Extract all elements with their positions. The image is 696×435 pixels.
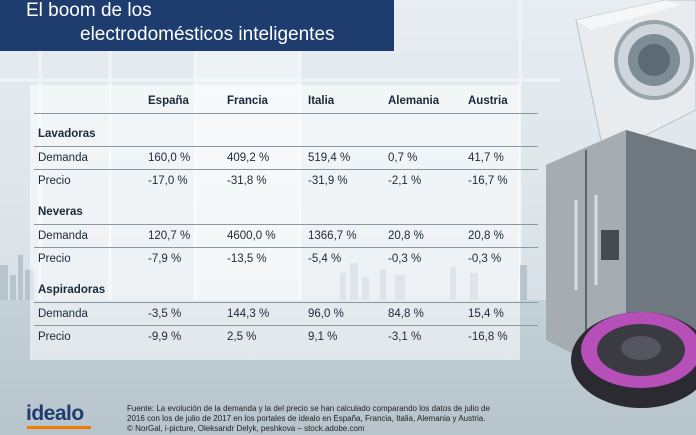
row-label: Demanda — [34, 146, 148, 170]
table-cell: -13,5 % — [227, 253, 267, 265]
table-cell: -0,3 % — [468, 253, 502, 265]
table-cell: 519,4 % — [308, 146, 388, 170]
table-cell: -31,8 % — [227, 175, 267, 187]
column-header: Austria — [468, 89, 538, 114]
row-label: Precio — [38, 253, 71, 265]
table-cell: 9,1 % — [308, 331, 338, 343]
title-line-2: electrodomésticos inteligentes — [80, 24, 335, 45]
table-cell: -0,3 % — [388, 253, 422, 265]
table-cell: -31,9 % — [308, 175, 348, 187]
data-table: España Francia Italia Alemania Austria L… — [34, 89, 538, 348]
table-cell: -5,4 % — [308, 253, 342, 265]
row-label: Precio — [38, 331, 71, 343]
table-cell: 2,5 % — [227, 331, 257, 343]
table-row: Demanda 120,7 % 4600,0 % 1366,7 % 20,8 %… — [34, 224, 538, 248]
table-cell: -16,8 % — [468, 331, 508, 343]
table-cell: 20,8 % — [468, 224, 538, 248]
header-empty — [34, 89, 148, 114]
row-label: Demanda — [34, 224, 148, 248]
logo-underline — [27, 426, 91, 429]
header-row: España Francia Italia Alemania Austria — [34, 89, 538, 114]
section-row: Neveras — [34, 192, 538, 225]
source-line-1: Fuente: La evolución de la demanda y la … — [127, 404, 490, 413]
table-cell: -7,9 % — [148, 253, 182, 265]
table-row: Demanda -3,5 % 144,3 % 96,0 % 84,8 % 15,… — [34, 302, 538, 326]
table-cell: -9,9 % — [148, 331, 182, 343]
table-cell: 0,7 % — [388, 146, 468, 170]
table-cell: -16,7 % — [468, 175, 508, 187]
appliances-illustration — [546, 0, 696, 408]
table-row: Precio -9,9 % 2,5 % 9,1 % -3,1 % -16,8 % — [34, 326, 538, 349]
row-label: Precio — [38, 175, 71, 187]
section-label: Neveras — [34, 192, 538, 225]
table-row: Demanda 160,0 % 409,2 % 519,4 % 0,7 % 41… — [34, 146, 538, 170]
section-row: Aspiradoras — [34, 270, 538, 303]
table-cell: 15,4 % — [468, 302, 538, 326]
table-cell: 41,7 % — [468, 146, 538, 170]
table-row: Precio -17,0 % -31,8 % -31,9 % -2,1 % -1… — [34, 170, 538, 193]
table-cell: 144,3 % — [227, 302, 308, 326]
table-cell: -3,5 % — [148, 302, 227, 326]
title-banner: El boom de los electrodomésticos intelig… — [0, 0, 394, 51]
table-cell: 20,8 % — [388, 224, 468, 248]
table-cell: -17,0 % — [148, 175, 188, 187]
table-cell: 84,8 % — [388, 302, 468, 326]
table-cell: 96,0 % — [308, 302, 388, 326]
table-row: Precio -7,9 % -13,5 % -5,4 % -0,3 % -0,3… — [34, 248, 538, 271]
section-label: Aspiradoras — [34, 270, 538, 303]
source-note: Fuente: La evolución de la demanda y la … — [127, 404, 547, 434]
source-line-3: © NorGal, i-picture, Oleksandr Delyk, pe… — [127, 424, 365, 433]
table-cell: -3,1 % — [388, 331, 422, 343]
table-cell: 409,2 % — [227, 146, 308, 170]
title-line-1: El boom de los — [26, 0, 152, 21]
table-cell: -2,1 % — [388, 175, 422, 187]
robot-vacuum-icon — [571, 312, 696, 408]
section-label: Lavadoras — [34, 113, 538, 147]
washing-machine-icon — [575, 0, 696, 151]
column-header: Italia — [308, 89, 388, 114]
column-header: Francia — [227, 89, 308, 114]
table-cell: 4600,0 % — [227, 224, 308, 248]
table-cell: 1366,7 % — [308, 224, 388, 248]
row-label: Demanda — [34, 302, 148, 326]
table-cell: 160,0 % — [148, 146, 227, 170]
section-row: Lavadoras — [34, 113, 538, 147]
source-line-2: 2016 con los de julio de 2017 en los por… — [127, 414, 486, 423]
column-header: Alemania — [388, 89, 468, 114]
idealo-logo: idealo — [26, 402, 84, 425]
table-cell: 120,7 % — [148, 224, 227, 248]
column-header: España — [148, 89, 227, 114]
